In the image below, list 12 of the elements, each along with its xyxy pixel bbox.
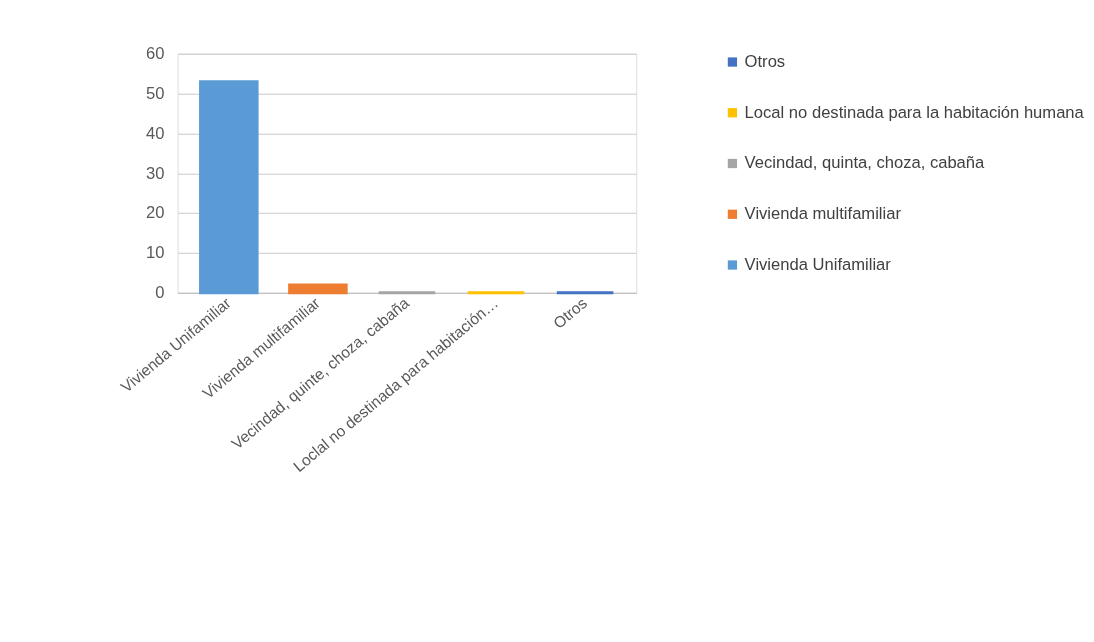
y-tick-label: 60 bbox=[145, 44, 165, 64]
y-tick-label: 30 bbox=[145, 163, 165, 183]
y-tick-label: 10 bbox=[145, 243, 165, 263]
y-tick-label: 20 bbox=[145, 203, 165, 223]
y-tick-label: 0 bbox=[155, 283, 165, 303]
legend-label: Otros bbox=[744, 51, 786, 71]
legend-label: Vivienda multifamiliar bbox=[744, 204, 902, 224]
y-tick-label: 40 bbox=[145, 123, 165, 143]
legend-label: Vivienda Unifamiliar bbox=[744, 254, 892, 274]
legend-label: Vecindad, quinta, choza, cabaña bbox=[744, 153, 986, 173]
y-tick-label: 50 bbox=[145, 83, 165, 103]
legend-label: Local no destinada para la habitación humana bbox=[744, 102, 1085, 122]
